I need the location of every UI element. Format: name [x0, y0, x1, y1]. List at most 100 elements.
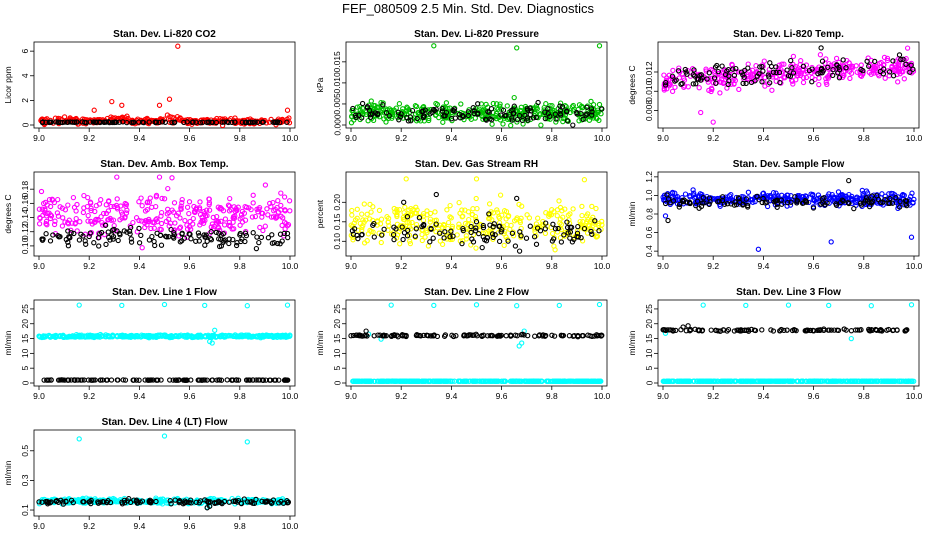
x-tick-label: 9.0: [657, 391, 669, 401]
data-point: [350, 107, 356, 114]
data-point: [76, 436, 82, 442]
data-point: [378, 216, 385, 222]
data-point: [474, 333, 480, 339]
data-point: [189, 334, 195, 340]
data-point: [378, 378, 384, 385]
data-point: [91, 240, 97, 246]
data-point: [170, 333, 176, 340]
data-point: [731, 72, 738, 79]
x-tick-label: 9.6: [808, 391, 820, 401]
data-point: [894, 64, 900, 70]
data-point: [397, 114, 404, 120]
data-point: [124, 119, 130, 126]
data-point: [279, 222, 285, 229]
data-point: [748, 326, 755, 333]
data-point: [404, 105, 411, 111]
data-point: [227, 223, 233, 229]
data-point: [146, 119, 152, 125]
data-point: [898, 56, 904, 63]
data-point: [116, 230, 123, 237]
data-point: [138, 232, 144, 239]
data-point: [562, 233, 568, 239]
data-point: [447, 234, 453, 240]
data-point: [184, 119, 190, 125]
page-title: FEF_080509 2.5 Min. Std. Dev. Diagnostic…: [342, 1, 594, 16]
data-point: [773, 69, 779, 76]
data-point: [207, 235, 214, 242]
data-point: [284, 230, 291, 237]
data-point: [585, 378, 592, 384]
data-point: [146, 237, 153, 243]
data-point: [43, 221, 49, 227]
y-tick-label: 0.18: [20, 181, 30, 198]
data-point: [699, 378, 706, 384]
data-point: [759, 63, 765, 70]
data-point: [834, 194, 840, 200]
data-point: [567, 378, 573, 384]
data-point: [284, 302, 291, 308]
data-point: [743, 196, 749, 202]
data-point: [684, 71, 690, 77]
panel-title: Stan. Dev. Li-820 CO2: [113, 29, 216, 40]
data-point: [744, 202, 751, 209]
data-point: [236, 334, 242, 340]
data-point: [161, 433, 168, 439]
data-point: [468, 223, 474, 230]
data-point: [114, 333, 121, 340]
data-point: [556, 302, 562, 309]
data-point: [731, 328, 738, 334]
data-point: [890, 58, 896, 64]
series-secondary: [349, 191, 602, 254]
y-tick-label: 1.0: [644, 189, 654, 201]
data-point: [256, 239, 262, 246]
data-point: [437, 230, 443, 236]
data-point: [128, 332, 135, 339]
data-point: [85, 218, 91, 224]
data-point: [254, 119, 261, 125]
y-tick-label: 5: [332, 366, 342, 371]
data-point: [82, 333, 88, 339]
data-point: [497, 101, 503, 107]
data-point: [859, 187, 865, 194]
data-point: [48, 213, 55, 219]
data-point: [399, 224, 405, 230]
data-point: [579, 203, 585, 210]
data-point: [800, 75, 807, 81]
data-point: [229, 119, 235, 126]
x-tick-label: 10.0: [282, 391, 299, 401]
data-point: [512, 243, 519, 249]
data-point: [354, 206, 360, 212]
series-secondary: [662, 45, 916, 88]
data-point: [589, 109, 595, 115]
data-point: [374, 378, 381, 384]
data-point: [829, 191, 835, 198]
data-point: [735, 69, 742, 75]
data-point: [197, 211, 204, 218]
data-point: [798, 70, 805, 76]
data-point: [210, 214, 216, 221]
data-point: [854, 69, 860, 75]
x-tick-label: 10.0: [906, 133, 923, 143]
data-point: [211, 333, 217, 339]
data-point: [230, 236, 236, 243]
data-point: [465, 209, 472, 215]
data-point: [234, 377, 240, 383]
data-point: [733, 65, 739, 72]
data-point: [781, 327, 787, 334]
data-point: [198, 219, 204, 225]
data-point: [228, 377, 235, 383]
data-point: [757, 378, 763, 384]
data-point: [721, 378, 728, 384]
data-point: [560, 333, 566, 339]
data-point: [473, 176, 480, 182]
x-tick-label: 9.6: [496, 391, 508, 401]
data-point: [468, 221, 475, 227]
data-point: [469, 236, 475, 242]
data-point: [514, 119, 520, 125]
data-point: [450, 333, 457, 340]
data-point: [712, 72, 718, 79]
panel-title: Stan. Dev. Line 4 (LT) Flow: [102, 417, 228, 428]
data-point: [417, 118, 424, 124]
data-point: [903, 61, 909, 67]
data-point: [818, 201, 824, 207]
